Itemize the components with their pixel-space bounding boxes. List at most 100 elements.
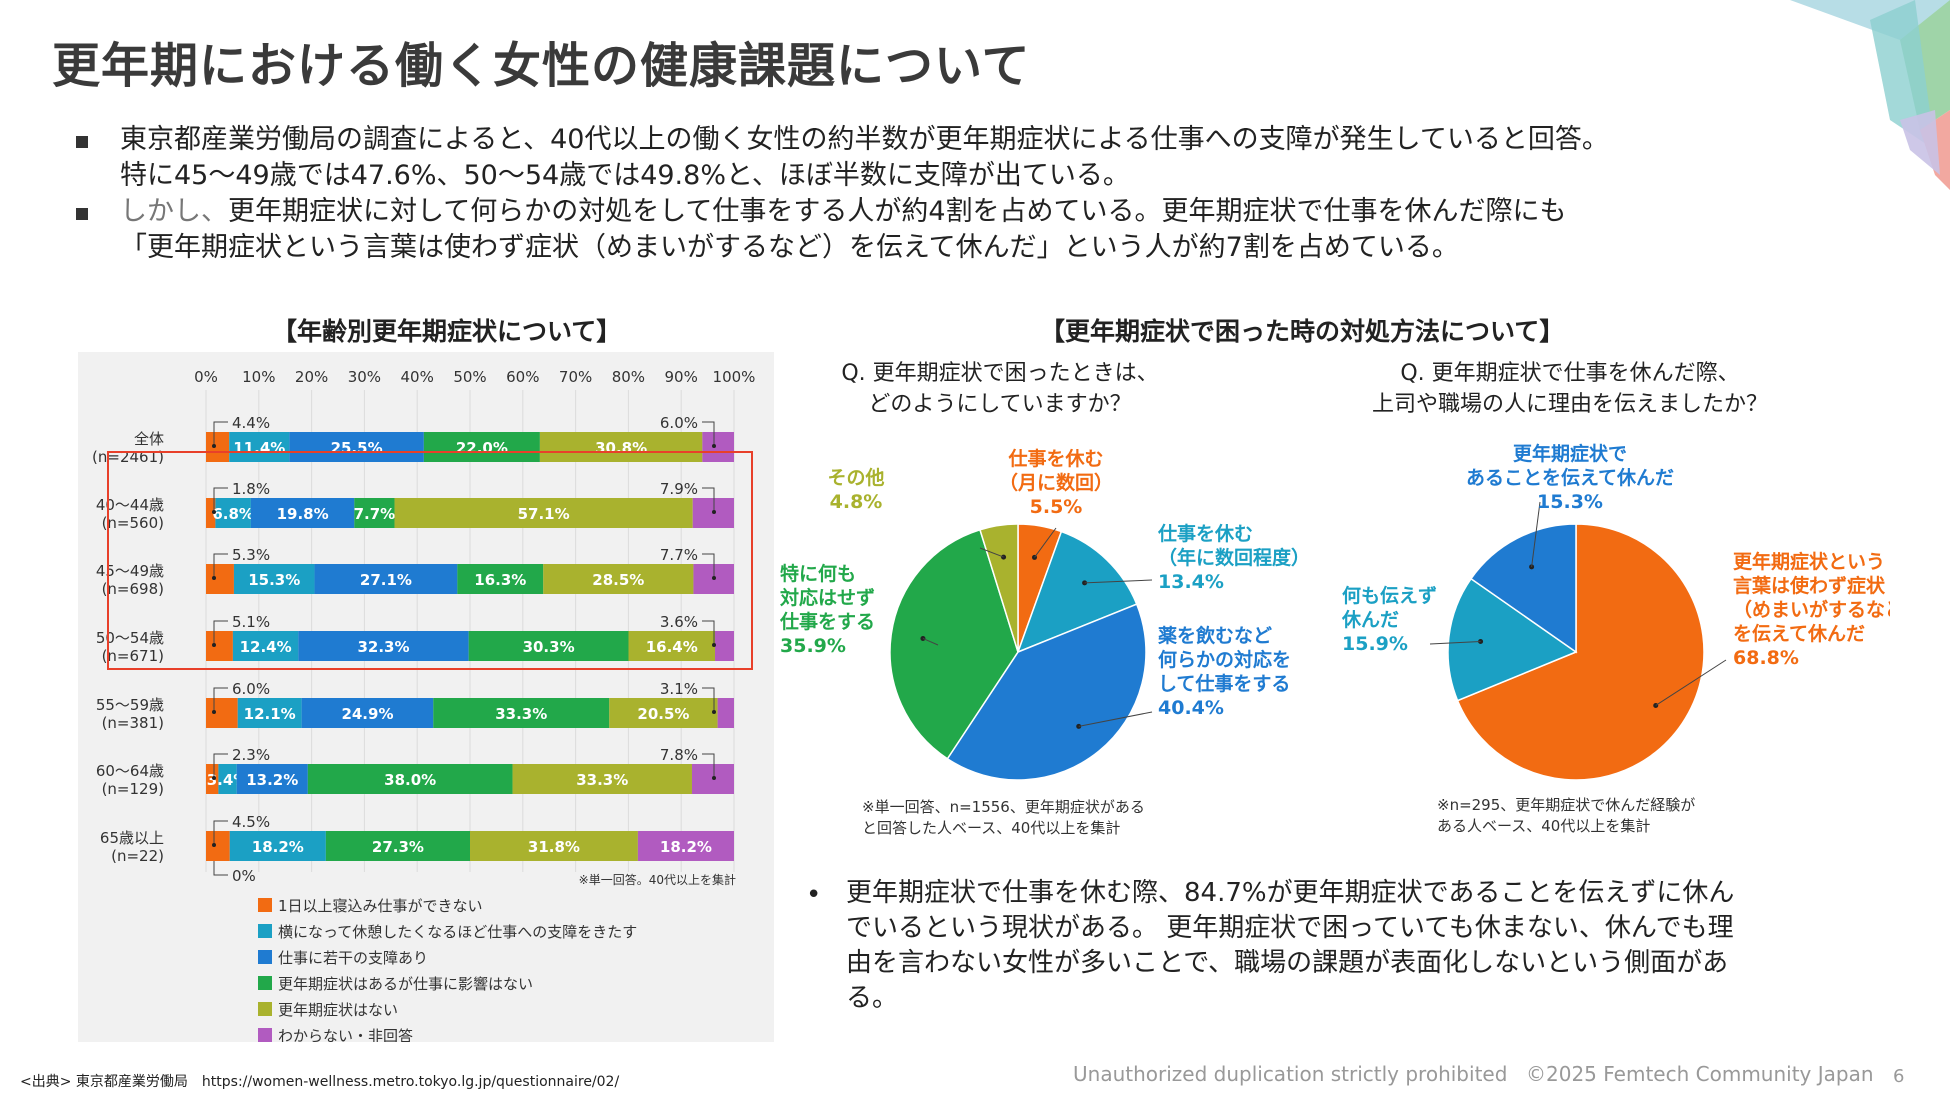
slice-label: （年に数回程度） bbox=[1158, 546, 1310, 569]
question-1: Q. 更年期症状で困ったときは、 どのようにしていますか？ bbox=[820, 358, 1180, 420]
slice-leader bbox=[979, 547, 1004, 558]
category-n-label: (n=671) bbox=[102, 647, 164, 665]
callout-dot bbox=[212, 776, 216, 780]
slice-label: 更年期症状で bbox=[1513, 442, 1627, 465]
callout-leader bbox=[213, 687, 228, 712]
x-tick-label: 100% bbox=[713, 368, 756, 386]
bar-value-label: 15.3% bbox=[248, 571, 300, 589]
bar-segment bbox=[233, 564, 315, 594]
category-n-label: (n=698) bbox=[102, 580, 164, 598]
bar-value-label: 33.3% bbox=[495, 705, 547, 723]
slice-leader bbox=[1429, 640, 1481, 645]
callout-leader bbox=[702, 553, 715, 578]
bar-segment bbox=[250, 498, 355, 528]
square-bullet-icon bbox=[76, 136, 88, 148]
bar-segment bbox=[470, 831, 638, 861]
legend-label: 更年期症状はあるが仕事に影響はない bbox=[278, 975, 533, 993]
pie-slice bbox=[979, 523, 1019, 653]
pie2-footnote-line: ※n=295、更年期症状で休んだ経験が bbox=[1437, 796, 1696, 814]
bar-segment bbox=[229, 831, 326, 861]
slice-label: 対応はせず bbox=[779, 586, 875, 609]
callout-dot bbox=[212, 843, 216, 847]
callout-left-label: 5.3% bbox=[232, 546, 270, 564]
right-chart-title: 【更年期症状で困った時の対処方法について】 bbox=[1040, 317, 1565, 346]
bar-value-label: 12.1% bbox=[244, 705, 296, 723]
bar-value-label: 11.4% bbox=[233, 439, 285, 457]
question-2-line: 上司や職場の人に理由を伝えましたか？ bbox=[1371, 392, 1768, 417]
bar-value-label: 27.3% bbox=[372, 838, 424, 856]
slice-label: 仕事をする bbox=[779, 610, 875, 633]
bar-segment bbox=[236, 764, 308, 794]
category-label: 50～54歳 bbox=[96, 629, 164, 647]
category-label: 65歳以上 bbox=[100, 829, 164, 847]
x-tick-label: 10% bbox=[242, 368, 275, 386]
bar-segment bbox=[433, 698, 610, 728]
bullet-line: 「更年期症状という言葉は使わず症状（めまいがするなど）を伝えて休んだ」という人が… bbox=[120, 232, 1459, 263]
bar-segment bbox=[298, 631, 469, 661]
slice-label: 15.9% bbox=[1342, 633, 1408, 655]
callout-leader bbox=[213, 620, 228, 645]
bar-segment bbox=[229, 432, 290, 462]
callout-left-label: 1.8% bbox=[232, 480, 270, 498]
callout-leader bbox=[702, 687, 715, 712]
bar-segment bbox=[237, 698, 302, 728]
bar-value-label: 7.7% bbox=[354, 505, 396, 523]
callout-dot bbox=[212, 643, 216, 647]
legend-swatch bbox=[258, 924, 272, 938]
bar-segment bbox=[423, 432, 540, 462]
callout-leader bbox=[702, 421, 715, 446]
slice-leader bbox=[1655, 659, 1727, 706]
slice-dot bbox=[1529, 564, 1535, 570]
slice-label: 4.8% bbox=[830, 491, 883, 513]
pie-slice bbox=[1016, 530, 1138, 654]
x-tick-label: 20% bbox=[295, 368, 328, 386]
bar-segment bbox=[702, 432, 734, 462]
slice-label: （月に数回） bbox=[999, 471, 1113, 494]
legend-swatch bbox=[258, 976, 272, 990]
bar-value-label: 6.8% bbox=[212, 505, 254, 523]
page-title: 更年期における働く女性の健康課題について bbox=[52, 38, 1031, 94]
bar-segment bbox=[715, 631, 734, 661]
bullet-line: しかし、更年期症状に対して何らかの対処をして仕事をする人が約4割を占めている。更… bbox=[120, 194, 1850, 230]
summary-bullets: 東京都産業労働局の調査によると、40代以上の働く女性の約半数が更年期症状による仕… bbox=[70, 122, 1850, 266]
slice-dot bbox=[1001, 554, 1007, 560]
x-tick-label: 60% bbox=[506, 368, 539, 386]
slice-label: 68.8% bbox=[1733, 647, 1799, 669]
bar-value-label: 13.2% bbox=[246, 771, 298, 789]
coping-pie-chart: 仕事を休む（月に数回）5.5%仕事を休む（年に数回程度）13.4%薬を飲むなど何… bbox=[779, 447, 1310, 781]
pie2-footnote-line: ある人ベース、40代以上を集計 bbox=[1437, 817, 1651, 835]
callout-right-label: 6.0% bbox=[660, 414, 698, 432]
bullet-dot-icon: • bbox=[806, 880, 822, 910]
callout-dot bbox=[212, 510, 216, 514]
bar-value-label: 32.3% bbox=[357, 638, 409, 656]
bar-value-label: 24.9% bbox=[341, 705, 393, 723]
callout-dot bbox=[212, 576, 216, 580]
callout-dot bbox=[212, 444, 216, 448]
bar-segment bbox=[609, 698, 718, 728]
callout-zero-label: 0% bbox=[232, 867, 256, 885]
bar-segment bbox=[232, 631, 299, 661]
category-label: 60～64歳 bbox=[96, 762, 164, 780]
callout-leader bbox=[702, 753, 715, 778]
slice-label: を伝えて休んだ bbox=[1733, 623, 1865, 645]
bar-segment bbox=[218, 764, 237, 794]
callout-dot bbox=[712, 510, 716, 514]
legend-label: 横になって休憩したくなるほど仕事への支障をきたす bbox=[278, 923, 637, 941]
bullet-line: 特に45～49歳では47.6%、50～54歳では49.8%と、ほぼ半数に支障が出… bbox=[120, 160, 1130, 191]
bar-value-label: 30.3% bbox=[523, 638, 575, 656]
slice-label: 15.3% bbox=[1537, 491, 1603, 513]
x-tick-label: 80% bbox=[612, 368, 645, 386]
slice-label: 休んだ bbox=[1341, 609, 1399, 631]
bar-value-label: 16.3% bbox=[474, 571, 526, 589]
category-n-label: (n=2461) bbox=[92, 448, 164, 466]
slice-label: その他 bbox=[827, 466, 884, 489]
bar-segment bbox=[717, 698, 734, 728]
category-n-label: (n=560) bbox=[102, 514, 164, 532]
x-tick-label: 70% bbox=[559, 368, 592, 386]
callout-right-label: 7.8% bbox=[660, 746, 698, 764]
page-number: 6 bbox=[1893, 1066, 1905, 1087]
legend-label: 更年期症状はない bbox=[278, 1001, 398, 1019]
x-tick-label: 0% bbox=[194, 368, 218, 386]
pie1-footnote: ※単一回答、n=1556、更年期症状がある と回答した人ベース、40代以上を集計 bbox=[862, 797, 1145, 839]
legend-swatch bbox=[258, 950, 272, 964]
